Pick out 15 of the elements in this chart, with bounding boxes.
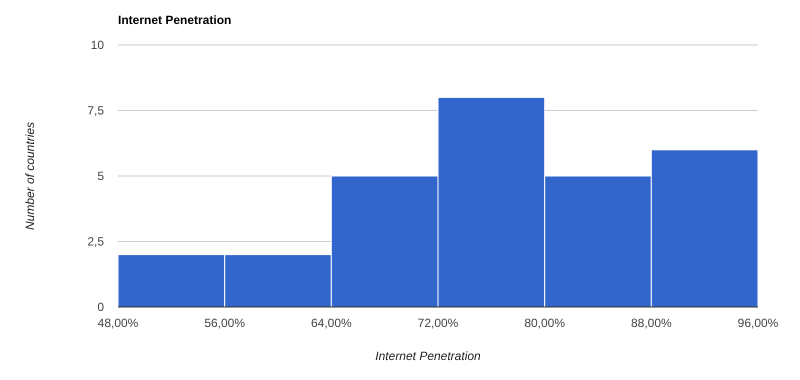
y-tick-label: 10 bbox=[90, 38, 104, 52]
x-axis-title: Internet Penetration bbox=[375, 349, 482, 363]
x-tick-label: 88,00% bbox=[630, 316, 672, 330]
x-tick-label: 72,00% bbox=[418, 316, 459, 330]
x-tick-label: 56,00% bbox=[204, 316, 246, 330]
y-tick-label: 5 bbox=[97, 169, 104, 183]
y-axis-title: Number of countries bbox=[23, 122, 37, 230]
y-tick-label: 7,5 bbox=[87, 104, 104, 118]
x-tick-label: 96,00% bbox=[738, 316, 779, 330]
x-tick-label: 80,00% bbox=[524, 316, 566, 330]
chart-title: Internet Penetration bbox=[118, 13, 232, 27]
y-tick-label: 2,5 bbox=[87, 234, 104, 248]
x-tick-label: 64,00% bbox=[310, 316, 352, 330]
y-tick-label: 0 bbox=[97, 300, 104, 314]
x-tick-label: 48,00% bbox=[98, 316, 139, 330]
